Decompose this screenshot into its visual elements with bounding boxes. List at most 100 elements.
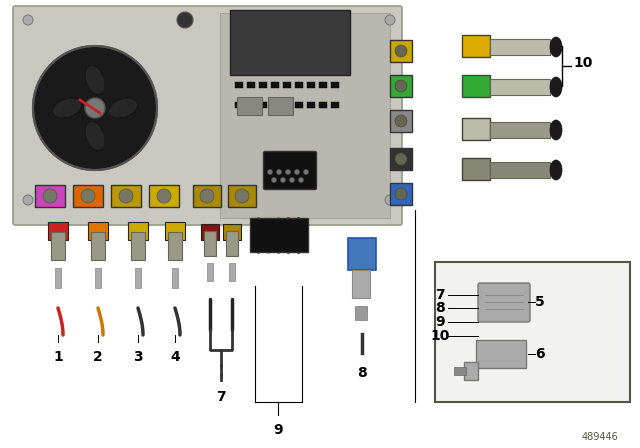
Text: 6: 6	[535, 347, 545, 361]
Bar	[131, 232, 145, 260]
Bar	[91, 232, 105, 260]
Circle shape	[43, 189, 57, 203]
Ellipse shape	[85, 121, 105, 151]
Circle shape	[298, 177, 303, 182]
Bar	[462, 118, 490, 140]
Circle shape	[276, 169, 282, 175]
Bar	[295, 82, 303, 88]
Text: 10: 10	[573, 56, 593, 70]
Ellipse shape	[85, 65, 105, 95]
Bar	[331, 102, 339, 108]
Bar	[235, 102, 243, 108]
Circle shape	[280, 177, 285, 182]
Bar	[73, 185, 103, 207]
Bar	[259, 102, 267, 108]
Bar	[149, 185, 179, 207]
Bar	[462, 35, 490, 57]
Bar	[111, 185, 141, 207]
Bar	[193, 185, 221, 207]
Bar	[390, 75, 412, 97]
Bar	[454, 367, 466, 375]
Text: 9: 9	[435, 315, 445, 329]
Ellipse shape	[52, 98, 81, 118]
Text: 5: 5	[535, 295, 545, 309]
Bar	[128, 222, 148, 240]
Bar	[490, 162, 550, 178]
Bar	[226, 231, 238, 256]
Bar	[204, 231, 216, 256]
Ellipse shape	[550, 120, 562, 140]
Bar	[55, 268, 61, 288]
Circle shape	[177, 12, 193, 28]
Ellipse shape	[550, 160, 562, 180]
Bar	[355, 306, 367, 320]
Bar	[51, 232, 65, 260]
Bar	[331, 82, 339, 88]
Circle shape	[303, 169, 308, 175]
Bar	[165, 222, 185, 240]
Bar	[237, 97, 262, 115]
Circle shape	[200, 189, 214, 203]
Bar	[201, 224, 219, 240]
Text: 4: 4	[170, 350, 180, 364]
Circle shape	[395, 153, 407, 165]
Circle shape	[395, 80, 407, 92]
Bar	[490, 39, 550, 55]
Circle shape	[271, 177, 276, 182]
Bar	[135, 268, 141, 288]
Circle shape	[235, 189, 249, 203]
Bar	[348, 238, 376, 270]
Text: 7: 7	[435, 288, 445, 302]
Bar	[390, 40, 412, 62]
Bar	[319, 102, 327, 108]
Bar	[48, 222, 68, 240]
Circle shape	[81, 189, 95, 203]
Bar	[88, 222, 108, 240]
FancyBboxPatch shape	[13, 6, 402, 225]
Ellipse shape	[550, 37, 562, 57]
Text: 2: 2	[93, 350, 103, 364]
Bar	[268, 97, 293, 115]
Circle shape	[395, 45, 407, 57]
Bar	[283, 102, 291, 108]
Bar	[235, 82, 243, 88]
Circle shape	[385, 195, 395, 205]
Circle shape	[33, 46, 157, 170]
Bar	[352, 270, 370, 298]
Bar	[295, 102, 303, 108]
Text: 8: 8	[435, 301, 445, 315]
Bar	[283, 82, 291, 88]
Bar	[476, 340, 526, 368]
Bar	[35, 185, 65, 207]
Bar	[228, 185, 256, 207]
Bar	[307, 82, 315, 88]
Circle shape	[23, 195, 33, 205]
Bar	[229, 263, 235, 281]
Bar	[230, 10, 350, 75]
Bar	[390, 110, 412, 132]
Bar	[319, 82, 327, 88]
Circle shape	[395, 188, 407, 200]
Bar	[462, 75, 490, 97]
Bar	[223, 224, 241, 240]
Bar	[307, 102, 315, 108]
Bar	[464, 362, 478, 380]
Circle shape	[157, 189, 171, 203]
Bar	[259, 82, 267, 88]
Circle shape	[268, 169, 273, 175]
Bar	[490, 79, 550, 95]
Ellipse shape	[109, 98, 138, 118]
Bar	[390, 148, 412, 170]
Bar	[462, 158, 490, 180]
Bar	[168, 232, 182, 260]
Circle shape	[395, 115, 407, 127]
Bar	[271, 82, 279, 88]
Bar	[172, 268, 178, 288]
Bar	[247, 82, 255, 88]
Bar	[247, 102, 255, 108]
Bar	[250, 218, 308, 252]
Bar	[220, 13, 390, 218]
Text: 7: 7	[216, 390, 226, 404]
Circle shape	[23, 15, 33, 25]
Circle shape	[85, 98, 105, 118]
